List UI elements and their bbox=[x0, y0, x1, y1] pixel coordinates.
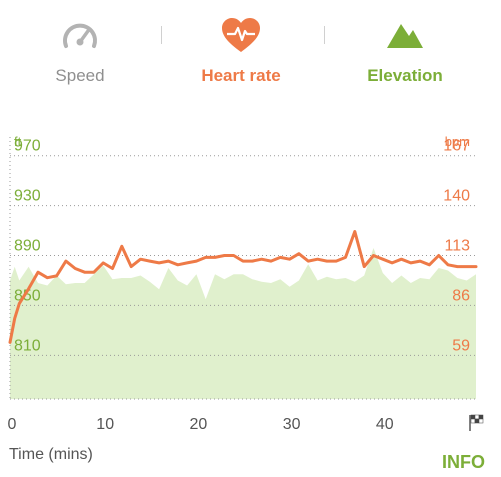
speedometer-icon bbox=[63, 23, 97, 48]
x-tick-label: 20 bbox=[190, 416, 208, 433]
right-tick-label: 113 bbox=[444, 238, 470, 255]
x-tick-label: 0 bbox=[8, 416, 17, 433]
series-heart-rate-line bbox=[8, 230, 478, 344]
mountain-icon bbox=[387, 24, 423, 48]
heart-pulse-icon bbox=[222, 18, 260, 52]
x-tick-label: 30 bbox=[283, 416, 301, 433]
left-tick-label: 890 bbox=[14, 238, 41, 255]
left-tick-label: 970 bbox=[14, 138, 41, 155]
tab-heart-rate-label: Heart rate bbox=[201, 66, 281, 85]
left-axis-unit: ft bbox=[14, 134, 22, 149]
x-axis-label: Time (mins) bbox=[9, 446, 93, 463]
tab-heart-rate[interactable]: Heart rate bbox=[161, 0, 321, 100]
right-axis-unit: bpm bbox=[445, 134, 470, 149]
left-tick-label: 810 bbox=[14, 337, 41, 354]
finish-flag-icon bbox=[470, 414, 484, 424]
tab-speed[interactable]: Speed bbox=[0, 0, 160, 100]
info-button[interactable]: INFO bbox=[442, 452, 485, 472]
tab-elevation-label: Elevation bbox=[367, 66, 443, 85]
tab-elevation[interactable]: Elevation bbox=[325, 0, 485, 100]
right-tick-label: 140 bbox=[443, 188, 470, 205]
tab-divider bbox=[161, 26, 162, 44]
x-tick-label: 10 bbox=[96, 416, 114, 433]
series-elevation-area bbox=[10, 248, 476, 399]
tab-speed-label: Speed bbox=[55, 66, 105, 85]
left-tick-label: 930 bbox=[14, 188, 41, 205]
x-tick-label: 40 bbox=[376, 416, 394, 433]
tab-divider bbox=[324, 26, 325, 44]
metric-tabs: Speed Heart rate Elevation bbox=[0, 0, 501, 100]
right-tick-label: 86 bbox=[452, 287, 470, 304]
right-tick-label: 59 bbox=[452, 337, 470, 354]
right-tick-label: 167 bbox=[443, 138, 470, 155]
